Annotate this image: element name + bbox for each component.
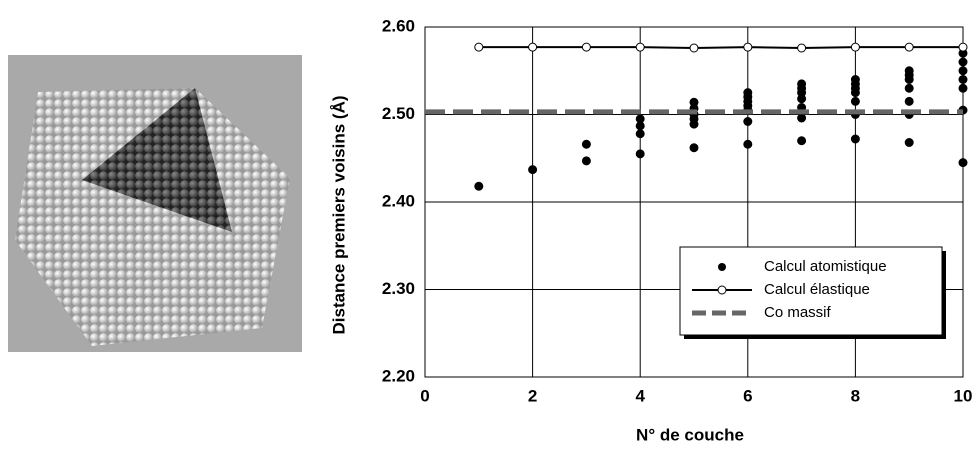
data-point bbox=[958, 83, 968, 93]
open-marker bbox=[797, 43, 807, 53]
x-tick-label: 10 bbox=[954, 386, 973, 405]
open-marker bbox=[474, 42, 484, 52]
data-point bbox=[581, 156, 591, 166]
legend-label: Calcul atomistique bbox=[764, 258, 887, 275]
data-point bbox=[581, 139, 591, 149]
data-point bbox=[689, 143, 699, 153]
data-point bbox=[904, 66, 914, 76]
open-marker bbox=[528, 42, 538, 52]
legend-label: Co massif bbox=[764, 304, 832, 321]
data-point bbox=[958, 158, 968, 168]
data-point bbox=[743, 117, 753, 126]
open-marker bbox=[850, 42, 860, 52]
y-tick-label: 2.50 bbox=[382, 104, 415, 123]
data-point bbox=[635, 149, 645, 159]
legend-swatch bbox=[717, 285, 727, 295]
open-marker bbox=[904, 42, 914, 52]
data-point bbox=[958, 75, 968, 84]
data-point bbox=[904, 96, 914, 106]
open-marker bbox=[581, 42, 591, 52]
y-tick-label: 2.30 bbox=[382, 279, 415, 298]
data-point bbox=[528, 165, 538, 175]
open-marker bbox=[689, 43, 699, 53]
x-tick-label: 0 bbox=[420, 386, 429, 405]
series-line bbox=[478, 46, 963, 50]
cluster-image bbox=[8, 55, 302, 352]
open-marker bbox=[958, 42, 968, 52]
data-point bbox=[958, 57, 968, 67]
data-point bbox=[850, 96, 860, 106]
legend-label: Calcul élastique bbox=[764, 281, 870, 298]
chart: N° de couche Distance premiers voisins (… bbox=[329, 16, 972, 444]
data-point bbox=[850, 134, 860, 144]
data-point bbox=[958, 66, 968, 76]
data-point bbox=[743, 139, 753, 149]
y-tick-label: 2.60 bbox=[382, 16, 415, 35]
x-axis-label: N° de couche bbox=[636, 425, 744, 444]
data-point bbox=[850, 75, 860, 84]
data-point bbox=[904, 138, 914, 147]
y-tick-label: 2.40 bbox=[382, 191, 415, 210]
open-marker bbox=[635, 42, 645, 52]
data-point bbox=[689, 97, 699, 107]
x-tick-label: 8 bbox=[851, 386, 860, 405]
x-tick-label: 2 bbox=[528, 386, 537, 405]
open-marker bbox=[743, 42, 753, 52]
data-point bbox=[797, 113, 807, 123]
x-tick-label: 6 bbox=[743, 386, 752, 405]
x-tick-label: 4 bbox=[635, 386, 645, 405]
y-tick-label: 2.20 bbox=[382, 366, 415, 385]
y-axis-label: Distance premiers voisins (Å) bbox=[329, 95, 348, 334]
data-point bbox=[635, 114, 645, 124]
data-point bbox=[635, 129, 645, 139]
legend-swatch bbox=[718, 263, 726, 271]
data-point bbox=[797, 79, 807, 89]
data-point bbox=[904, 83, 914, 93]
data-point bbox=[743, 88, 753, 98]
data-point bbox=[474, 181, 484, 191]
data-point bbox=[797, 136, 807, 146]
